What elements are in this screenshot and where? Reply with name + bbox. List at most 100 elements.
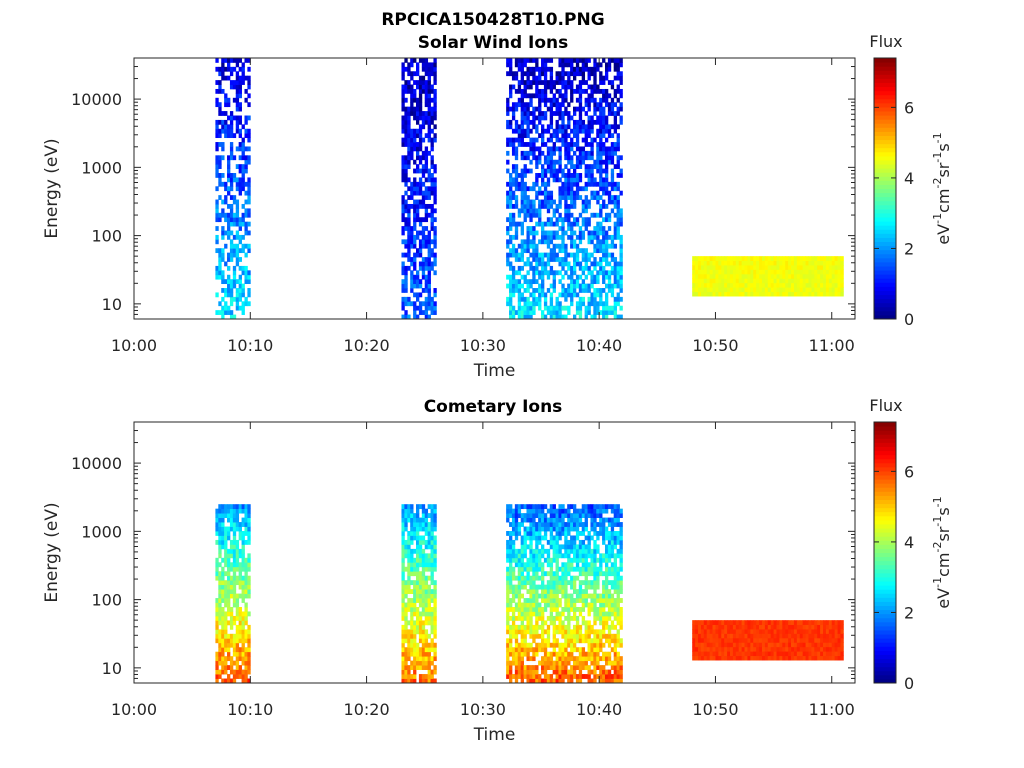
heatmap-cell: [729, 273, 734, 279]
heatmap-cell: [235, 548, 240, 554]
heatmap-cell: [561, 93, 565, 99]
colorbar-segment: [874, 233, 896, 238]
heatmap-cell: [410, 279, 414, 285]
heatmap-cell: [244, 252, 248, 258]
heatmap-cell: [430, 190, 434, 196]
heatmap-cell: [520, 638, 524, 644]
heatmap-cell: [523, 111, 527, 116]
heatmap-cell: [401, 208, 405, 214]
heatmap-cell: [401, 562, 405, 568]
heatmap-cell: [241, 305, 245, 311]
heatmap-cell: [616, 279, 620, 285]
heatmap-cell: [421, 66, 426, 72]
heatmap-cell: [238, 248, 242, 254]
heatmap-cell: [526, 58, 530, 63]
heatmap-cell: [509, 66, 513, 72]
heatmap-cell: [555, 638, 559, 644]
heatmap-cell: [793, 291, 798, 297]
x-tick-label: 10:30: [460, 336, 506, 355]
heatmap-cell: [430, 310, 434, 315]
heatmap-cell: [741, 269, 745, 275]
heatmap-cell: [244, 584, 248, 590]
heatmap-cell: [616, 137, 620, 143]
heatmap-cell: [573, 633, 577, 639]
heatmap-cell: [404, 611, 408, 617]
heatmap-cell: [567, 177, 571, 183]
heatmap-cell: [526, 674, 530, 679]
heatmap-cell: [509, 190, 513, 196]
heatmap-cell: [506, 230, 510, 236]
colorbar-segment: [874, 225, 896, 230]
heatmap-cell: [575, 274, 580, 280]
heatmap-cell: [424, 146, 429, 152]
heatmap-cell: [238, 548, 242, 554]
heatmap-cell: [227, 557, 231, 563]
heatmap-cell: [785, 287, 789, 293]
colorbar-segment: [874, 257, 896, 263]
heatmap-cell: [564, 526, 568, 532]
heatmap-cell: [526, 203, 530, 209]
heatmap-cell: [573, 283, 577, 289]
heatmap-cell: [604, 593, 609, 599]
heatmap-cell: [596, 150, 600, 156]
heatmap-cell: [215, 270, 219, 276]
heatmap-cell: [404, 615, 408, 621]
heatmap-cell: [535, 301, 539, 307]
heatmap-cell: [770, 256, 774, 261]
heatmap-cell: [529, 584, 533, 590]
heatmap-cell: [543, 252, 548, 258]
heatmap-cell: [514, 513, 519, 518]
heatmap-cell: [218, 638, 222, 644]
heatmap-cell: [520, 504, 524, 510]
heatmap-cell: [506, 513, 510, 518]
heatmap-cell: [607, 234, 612, 240]
heatmap-cell: [221, 208, 225, 214]
heatmap-cell: [404, 522, 408, 527]
heatmap-cell: [604, 181, 609, 187]
heatmap-cell: [619, 212, 623, 218]
heatmap-cell: [695, 287, 699, 293]
heatmap-cell: [607, 629, 612, 635]
heatmap-cell: [407, 504, 411, 510]
heatmap-cell: [433, 642, 437, 648]
heatmap-cell: [514, 71, 519, 77]
heatmap-cell: [520, 544, 524, 550]
heatmap-cell: [517, 97, 522, 103]
heatmap-cell: [241, 517, 245, 523]
heatmap-cell: [593, 656, 597, 662]
heatmap-cell: [599, 137, 603, 143]
heatmap-cell: [413, 93, 417, 99]
heatmap-cell: [424, 531, 429, 536]
heatmap-cell: [433, 504, 437, 510]
heatmap-cell: [232, 633, 237, 639]
heatmap-cell: [718, 256, 722, 261]
heatmap-cell: [706, 282, 711, 288]
heatmap-cell: [241, 557, 245, 563]
heatmap-cell: [555, 106, 559, 112]
heatmap-cell: [599, 212, 603, 218]
heatmap-cell: [520, 97, 524, 103]
heatmap-cell: [229, 212, 234, 218]
heatmap-cell: [421, 517, 426, 523]
heatmap-cell: [593, 212, 597, 218]
heatmap-cell: [814, 256, 818, 261]
heatmap-cell: [430, 571, 434, 577]
heatmap-cell: [538, 283, 542, 289]
heatmap-cell: [416, 615, 420, 621]
heatmap-cell: [541, 544, 545, 550]
heatmap-cell: [549, 305, 554, 311]
heatmap-cell: [573, 513, 577, 518]
heatmap-cell: [526, 195, 530, 200]
heatmap-cell: [430, 642, 434, 648]
heatmap-cell: [561, 75, 565, 81]
heatmap-cell: [427, 261, 431, 267]
heatmap-cell: [416, 580, 420, 586]
heatmap-cell: [558, 217, 562, 223]
heatmap-cell: [561, 584, 565, 590]
heatmap-cell: [570, 674, 574, 679]
heatmap-cell: [421, 633, 426, 639]
heatmap-cell: [543, 517, 548, 523]
heatmap-cell: [244, 212, 248, 218]
heatmap-cell: [767, 256, 772, 261]
heatmap-cell: [416, 624, 420, 630]
